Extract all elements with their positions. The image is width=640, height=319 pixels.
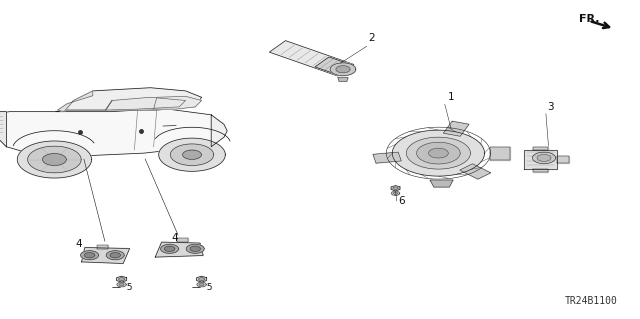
Polygon shape — [58, 91, 93, 112]
Polygon shape — [155, 242, 204, 257]
Polygon shape — [106, 97, 186, 110]
Polygon shape — [199, 278, 205, 280]
Polygon shape — [537, 154, 551, 161]
Polygon shape — [330, 63, 356, 76]
Polygon shape — [394, 192, 397, 194]
Text: 4: 4 — [76, 239, 82, 249]
Polygon shape — [269, 41, 354, 76]
Polygon shape — [392, 191, 399, 195]
Polygon shape — [117, 282, 126, 287]
Polygon shape — [391, 186, 400, 191]
Polygon shape — [406, 137, 470, 169]
Polygon shape — [197, 282, 206, 287]
Polygon shape — [17, 141, 92, 178]
Polygon shape — [336, 66, 350, 73]
Polygon shape — [211, 115, 227, 147]
Polygon shape — [186, 244, 204, 253]
Polygon shape — [84, 253, 95, 258]
Polygon shape — [28, 146, 81, 173]
Text: 4: 4 — [172, 233, 178, 243]
Polygon shape — [532, 152, 556, 164]
Polygon shape — [393, 187, 398, 189]
Polygon shape — [164, 246, 175, 251]
Text: 6: 6 — [398, 196, 404, 206]
Text: 2: 2 — [368, 33, 374, 43]
Polygon shape — [154, 96, 202, 109]
Polygon shape — [373, 152, 401, 163]
Polygon shape — [82, 248, 130, 263]
Text: —  5: — 5 — [192, 283, 212, 292]
Polygon shape — [392, 130, 484, 176]
Polygon shape — [0, 108, 224, 156]
Polygon shape — [315, 57, 353, 75]
Polygon shape — [444, 121, 469, 136]
Polygon shape — [97, 245, 108, 249]
Polygon shape — [42, 153, 67, 166]
Text: —  5: — 5 — [112, 283, 132, 292]
Polygon shape — [524, 150, 557, 169]
Polygon shape — [190, 246, 200, 251]
Polygon shape — [490, 147, 509, 160]
Polygon shape — [533, 169, 548, 172]
Polygon shape — [0, 112, 6, 147]
Polygon shape — [116, 276, 127, 282]
Polygon shape — [110, 253, 120, 258]
Polygon shape — [460, 164, 491, 179]
Polygon shape — [533, 147, 548, 150]
Text: 1: 1 — [448, 93, 454, 102]
Polygon shape — [54, 88, 202, 112]
Polygon shape — [557, 156, 569, 163]
Polygon shape — [429, 148, 448, 158]
Polygon shape — [170, 144, 214, 166]
Text: TR24B1100: TR24B1100 — [564, 296, 618, 306]
Polygon shape — [196, 276, 207, 282]
Polygon shape — [177, 238, 188, 242]
Polygon shape — [430, 180, 453, 187]
Polygon shape — [81, 251, 99, 260]
Polygon shape — [417, 142, 460, 164]
Polygon shape — [199, 283, 204, 286]
Polygon shape — [161, 244, 179, 253]
Polygon shape — [119, 283, 124, 286]
Text: 3: 3 — [547, 102, 554, 112]
Polygon shape — [119, 278, 124, 280]
Polygon shape — [159, 138, 225, 171]
Text: FR.: FR. — [579, 14, 600, 24]
Polygon shape — [338, 78, 348, 81]
Polygon shape — [106, 251, 124, 260]
Polygon shape — [182, 150, 202, 160]
